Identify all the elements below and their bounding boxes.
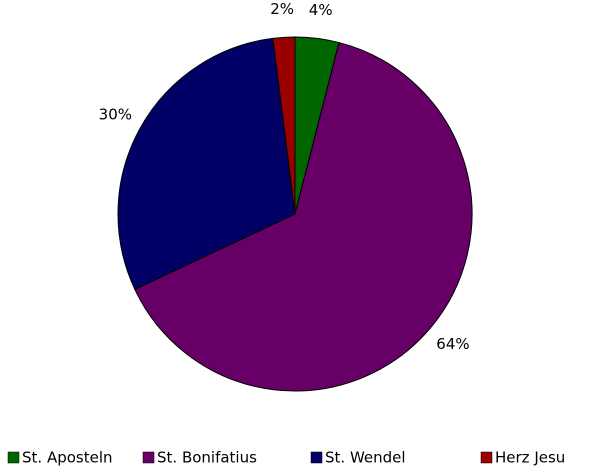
slice-label: 4% [309, 1, 333, 19]
legend-label: St. Aposteln [22, 449, 113, 467]
legend-swatch [7, 451, 20, 464]
pie-slice [117, 37, 296, 291]
slice-label: 2% [270, 0, 294, 18]
pie-slice [272, 36, 296, 215]
legend-label: Herz Jesu [495, 449, 565, 467]
slice-label: 30% [99, 106, 132, 124]
legend-swatch [480, 451, 493, 464]
legend-label: St. Wendel [325, 449, 406, 467]
legend-label: St. Bonifatius [157, 449, 257, 467]
pie-slice [134, 41, 473, 392]
legend-swatch [310, 451, 323, 464]
legend-swatch [142, 451, 155, 464]
slice-label: 64% [436, 335, 469, 353]
